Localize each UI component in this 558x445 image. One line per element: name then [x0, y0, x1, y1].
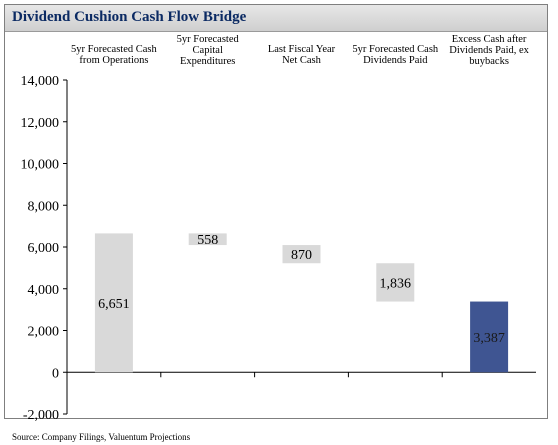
data-label: 1,836 — [380, 276, 412, 291]
bar — [376, 263, 415, 302]
source-note: Source: Company Filings, Valuentum Proje… — [12, 432, 191, 442]
bar — [470, 301, 509, 373]
y-tick-label: 0 — [52, 366, 59, 381]
y-tick-label: 14,000 — [21, 74, 60, 89]
bar — [282, 245, 321, 264]
data-label: 558 — [197, 233, 218, 248]
data-label: 870 — [291, 248, 312, 263]
bar — [188, 233, 227, 246]
category-label: 5yr Forecasted Capital Expenditures — [177, 34, 240, 67]
bar — [94, 233, 133, 373]
chart-frame: Dividend Cushion Cash Flow Bridge — [4, 4, 548, 419]
data-label: 3,387 — [473, 331, 505, 346]
y-tick-label: 10,000 — [21, 158, 60, 173]
category-label: Last Fiscal Year Net Cash — [268, 44, 336, 66]
y-tick-label: 6,000 — [28, 241, 60, 256]
y-tick-label: 12,000 — [21, 116, 60, 131]
y-tick-label: 8,000 — [28, 199, 60, 214]
y-tick-label: -2,000 — [23, 408, 59, 423]
y-tick-label: 4,000 — [28, 283, 60, 298]
category-label: 5yr Forecasted Cash from Operations — [71, 44, 157, 66]
data-label: 6,651 — [98, 297, 130, 312]
category-label: 5yr Forecasted Cash Dividends Paid — [352, 44, 438, 66]
category-label: Excess Cash after Dividends Paid, ex buyba… — [449, 34, 529, 67]
chart-title: Dividend Cushion Cash Flow Bridge — [5, 5, 547, 32]
y-tick-label: 2,000 — [28, 325, 60, 340]
